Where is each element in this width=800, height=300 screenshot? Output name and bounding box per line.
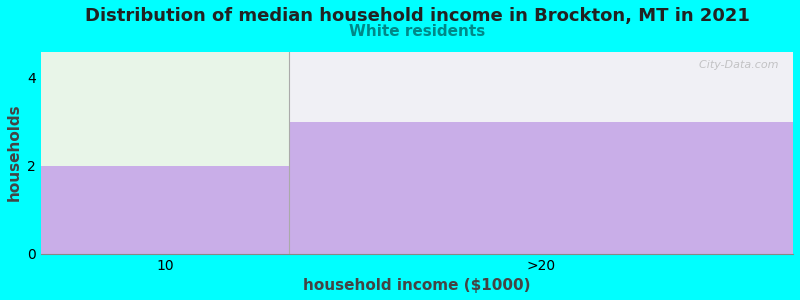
Y-axis label: households: households [7, 104, 22, 201]
Bar [290, 52, 793, 122]
Bar [41, 52, 290, 166]
Title: Distribution of median household income in Brockton, MT in 2021: Distribution of median household income … [85, 7, 750, 25]
Bar [41, 166, 290, 254]
Text: White residents: White residents [349, 24, 486, 39]
X-axis label: household income ($1000): household income ($1000) [303, 278, 531, 293]
Text: City-Data.com: City-Data.com [691, 60, 778, 70]
Bar [290, 122, 793, 254]
